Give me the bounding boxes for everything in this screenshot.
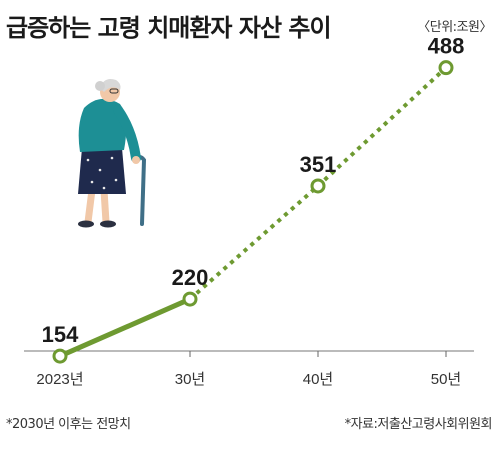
value-label: 351 (300, 152, 337, 177)
source-footnote: *자료:저출산고령사회위원회 (344, 417, 493, 432)
chart-title: 급증하는 고령 치매환자 자산 추이 (6, 14, 332, 42)
value-label: 488 (428, 34, 465, 59)
forecast-line-segment (316, 66, 448, 188)
data-point (310, 178, 326, 194)
projection-footnote: *2030년 이후는 전망치 (6, 417, 131, 432)
x-tick-label: 30년 (175, 371, 206, 388)
data-point (52, 348, 68, 364)
elderly-person-illustration (78, 79, 147, 228)
value-label: 154 (42, 322, 79, 347)
value-label: 220 (172, 265, 209, 290)
unit-label: 〈단위:조원〉 (417, 20, 492, 35)
actual-line-segment (57, 296, 193, 359)
x-tick-label: 40년 (303, 371, 334, 388)
x-tick-label: 50년 (431, 371, 462, 388)
data-point (438, 60, 454, 76)
forecast-line-segment (188, 184, 320, 301)
data-point (182, 291, 198, 307)
x-tick-label: 2023년 (36, 371, 83, 388)
